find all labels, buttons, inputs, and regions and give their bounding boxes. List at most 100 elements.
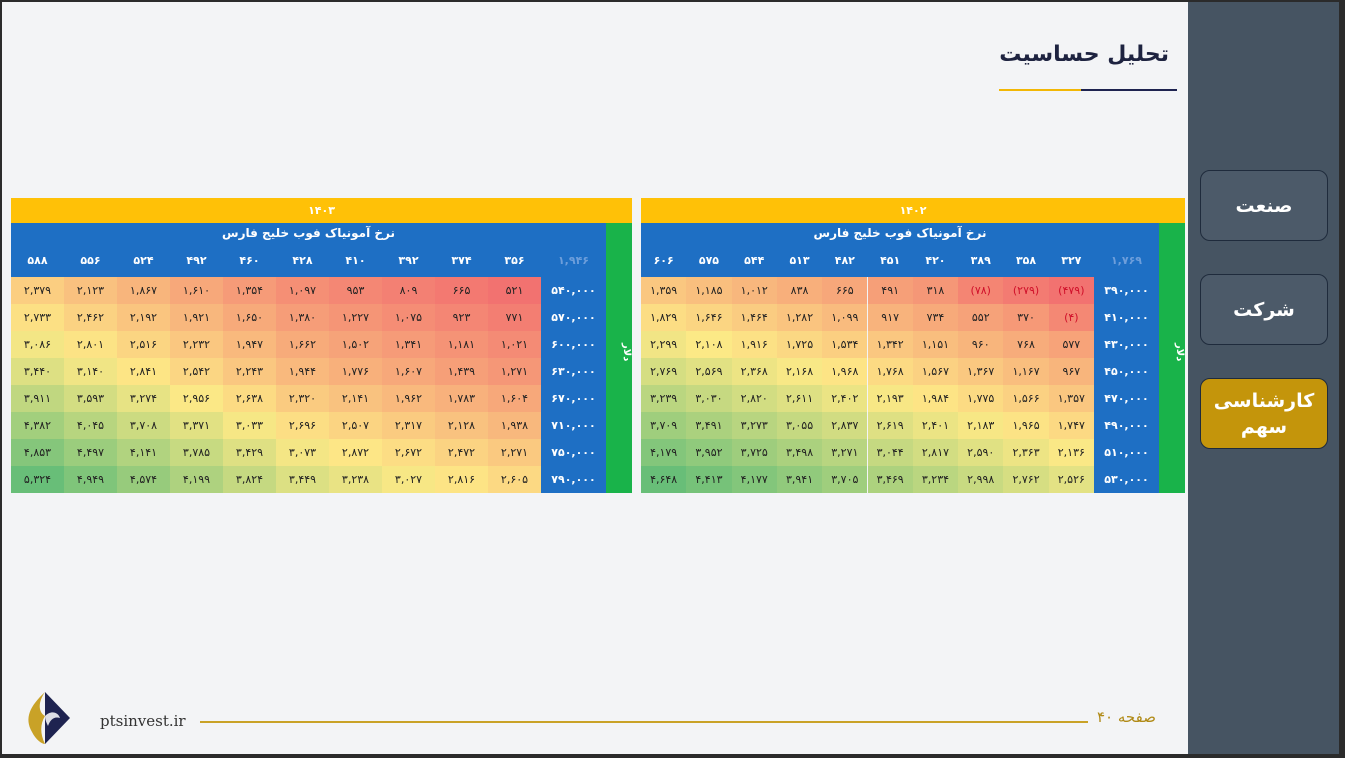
value-cell: ۲,۸۲۰ bbox=[731, 385, 777, 412]
value-cell: ۲,۴۰۱ bbox=[912, 412, 959, 439]
side-label-strip: دلار bbox=[1159, 223, 1185, 493]
row-label: ۵۳۰,۰۰۰ bbox=[1104, 473, 1149, 486]
value-cell: ۸۳۸ bbox=[776, 277, 823, 304]
value-cell: ۱,۱۸۵ bbox=[686, 277, 732, 304]
corner-value: ۱,۹۴۶ bbox=[557, 254, 590, 267]
value-cell: ۴,۱۹۹ bbox=[170, 466, 223, 493]
column-header-row: ۱,۹۴۶ ۳۵۶ ۳۷۴ ۳۹۲ ۴۱۰ ۴۲۸ ۴۶۰ ۴۹۲ ۵۲۴ ۵۵۶ ۵۸۸ bbox=[11, 244, 606, 277]
value-cell: ۳,۰۸۶ bbox=[11, 331, 64, 358]
sidebar: صنعت شرکت کارشناسی سهم bbox=[1188, 2, 1339, 754]
value-cell: ۲,۵۴۲ bbox=[170, 358, 223, 385]
title-underline-navy bbox=[1081, 89, 1177, 91]
value-cell: ۲,۹۹۸ bbox=[958, 466, 1004, 493]
value-cell: ۲,۴۰۲ bbox=[822, 385, 868, 412]
column-header: ۴۵۱ bbox=[880, 254, 901, 267]
value-cell: ۲,۴۶۲ bbox=[64, 304, 117, 331]
column-header: ۵۵۶ bbox=[80, 254, 101, 267]
value-cell: ۱,۱۶۷ bbox=[1003, 358, 1049, 385]
row-label: ۴۱۰,۰۰۰ bbox=[1104, 311, 1149, 324]
value-cell: ۲,۲۷۱ bbox=[488, 439, 541, 466]
value-cell: ۱,۹۶۸ bbox=[822, 358, 868, 385]
value-cell: ۱,۷۴۷ bbox=[1048, 412, 1094, 439]
value-cell: ۱,۵۳۴ bbox=[822, 331, 868, 358]
value-cell: (۷۸) bbox=[958, 277, 1004, 304]
column-header: ۳۸۹ bbox=[970, 254, 991, 267]
value-cell: ۳,۴۲۹ bbox=[223, 439, 276, 466]
nav-industry-button[interactable]: صنعت bbox=[1200, 170, 1328, 241]
value-cell: ۹۲۳ bbox=[435, 304, 488, 331]
value-cell: ۹۶۰ bbox=[958, 331, 1004, 358]
value-cell: ۱,۰۱۲ bbox=[731, 277, 777, 304]
column-header: ۴۲۸ bbox=[292, 254, 313, 267]
nav-company-button[interactable]: شرکت bbox=[1200, 274, 1328, 345]
side-label: دلار bbox=[1174, 343, 1185, 362]
column-header: ۵۲۴ bbox=[133, 254, 154, 267]
value-cell: ۳,۷۸۵ bbox=[170, 439, 223, 466]
value-cell: ۱,۶۰۷ bbox=[382, 358, 435, 385]
value-cell: ۱,۹۴۷ bbox=[223, 331, 276, 358]
row-label: ۵۱۰,۰۰۰ bbox=[1104, 446, 1149, 459]
value-cell: ۴,۰۴۵ bbox=[64, 412, 117, 439]
value-cell: ۱,۹۶۵ bbox=[1003, 412, 1049, 439]
nav-stock-valuation-button[interactable]: کارشناسی سهم bbox=[1200, 378, 1328, 449]
value-cell: ۳,۲۷۱ bbox=[822, 439, 868, 466]
row-label: ۷۹۰,۰۰۰ bbox=[551, 473, 596, 486]
column-header: ۳۷۴ bbox=[451, 254, 472, 267]
value-cell: ۲,۱۰۸ bbox=[686, 331, 732, 358]
value-cell: ۳,۷۰۵ bbox=[822, 466, 868, 493]
value-grid: ۵۲۱ ۶۶۵ ۸۰۹ ۹۵۳ ۱,۰۹۷ ۱,۳۵۴ ۱,۶۱۰ ۱,۸۶۷ ۲,۱۲۳ ۲,۳… bbox=[11, 277, 541, 493]
value-cell: ۲,۶۰۵ bbox=[488, 466, 541, 493]
value-cell: ۲,۱۶۸ bbox=[776, 358, 823, 385]
row-label: ۵۴۰,۰۰۰ bbox=[551, 284, 596, 297]
page-title: تحلیل حساسیت bbox=[999, 42, 1169, 67]
value-cell: ۲,۷۶۲ bbox=[1003, 466, 1049, 493]
column-header-row: ۱,۷۶۹ ۳۲۷ ۳۵۸ ۳۸۹ ۴۲۰ ۴۵۱ ۴۸۲ ۵۱۳ ۵۴۴ ۵۷۵ ۶۰۶ bbox=[641, 244, 1159, 277]
row-label: ۴۳۰,۰۰۰ bbox=[1104, 338, 1149, 351]
value-cell: ۴,۶۴۸ bbox=[641, 466, 687, 493]
value-cell: ۳,۰۳۳ bbox=[223, 412, 276, 439]
value-cell: ۱,۹۳۸ bbox=[488, 412, 541, 439]
value-cell: (۲۷۹) bbox=[1003, 277, 1049, 304]
value-cell: ۱,۰۹۷ bbox=[276, 277, 329, 304]
value-cell: ۳,۴۴۰ bbox=[11, 358, 64, 385]
value-cell: ۲,۱۸۳ bbox=[958, 412, 1004, 439]
value-cell: ۴,۱۷۹ bbox=[641, 439, 687, 466]
value-cell: ۳,۴۹۸ bbox=[776, 439, 823, 466]
value-cell: ۱,۸۶۷ bbox=[117, 277, 170, 304]
value-cell: ۲,۳۶۸ bbox=[731, 358, 777, 385]
value-cell: ۱,۶۱۰ bbox=[170, 277, 223, 304]
table-subtitle: نرخ آمونیاک فوب خلیج فارس bbox=[641, 223, 1159, 244]
value-cell: ۱,۹۱۶ bbox=[731, 331, 777, 358]
column-header: ۴۶۰ bbox=[239, 254, 260, 267]
value-cell: ۱,۷۸۳ bbox=[435, 385, 488, 412]
value-cell: ۱,۶۰۴ bbox=[488, 385, 541, 412]
value-cell: ۱,۷۷۶ bbox=[329, 358, 382, 385]
value-cell: ۳,۲۳۸ bbox=[329, 466, 382, 493]
row-label: ۶۰۰,۰۰۰ bbox=[551, 338, 596, 351]
value-cell: ۱,۹۸۴ bbox=[912, 385, 959, 412]
value-cell: ۱,۳۸۰ bbox=[276, 304, 329, 331]
value-cell: ۴,۱۷۷ bbox=[731, 466, 777, 493]
value-cell: ۱,۱۸۱ bbox=[435, 331, 488, 358]
value-cell: ۲,۱۳۶ bbox=[1048, 439, 1094, 466]
value-cell: ۲,۸۳۷ bbox=[822, 412, 868, 439]
row-label: ۷۵۰,۰۰۰ bbox=[551, 446, 596, 459]
value-cell: ۱,۳۴۲ bbox=[867, 331, 913, 358]
value-cell: ۴,۹۴۹ bbox=[64, 466, 117, 493]
side-label: دلار bbox=[621, 343, 632, 362]
value-cell: ۳۷۰ bbox=[1003, 304, 1049, 331]
value-cell: ۱,۴۶۴ bbox=[731, 304, 777, 331]
column-header: ۵۸۸ bbox=[27, 254, 48, 267]
value-cell: ۱,۶۴۶ bbox=[686, 304, 732, 331]
website-link[interactable]: ptsinvest.ir bbox=[100, 712, 186, 730]
value-cell: ۱,۵۶۶ bbox=[1003, 385, 1049, 412]
value-cell: ۱,۹۶۲ bbox=[382, 385, 435, 412]
column-header: ۶۰۶ bbox=[653, 254, 674, 267]
value-cell: ۴,۱۴۱ bbox=[117, 439, 170, 466]
value-cell: ۱,۶۶۲ bbox=[276, 331, 329, 358]
value-cell: ۲,۶۳۸ bbox=[223, 385, 276, 412]
value-cell: ۱,۹۲۱ bbox=[170, 304, 223, 331]
value-cell: ۶۶۵ bbox=[822, 277, 868, 304]
column-header: ۳۵۶ bbox=[504, 254, 525, 267]
